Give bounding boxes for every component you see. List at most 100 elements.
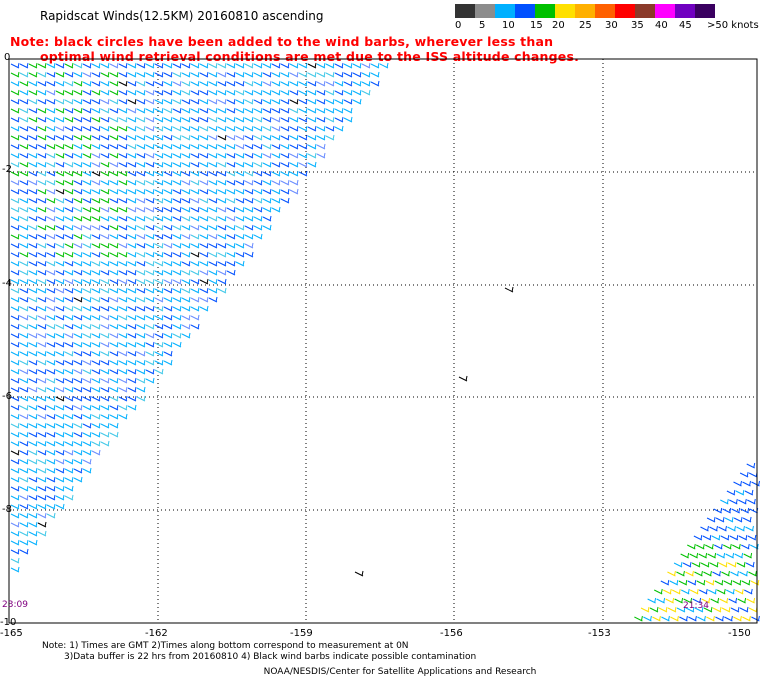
wind-barb (190, 269, 200, 276)
wind-barb (109, 350, 119, 357)
wind-barb (28, 422, 38, 429)
wind-barb (643, 615, 652, 622)
wind-barb (91, 179, 101, 186)
wind-barb (91, 152, 101, 159)
wind-barb (19, 71, 29, 78)
wind-barb (73, 314, 83, 321)
wind-barb (136, 71, 146, 78)
wind-barb (55, 269, 65, 276)
wind-barb (145, 341, 155, 348)
wind-barb (91, 206, 101, 213)
wind-barb (55, 359, 65, 366)
wind-barb (118, 395, 128, 402)
wind-barb (118, 260, 128, 267)
wind-barb (253, 71, 263, 78)
wind-barb (91, 188, 101, 195)
wind-barb (37, 215, 47, 222)
wind-barb (55, 287, 65, 294)
wind-barb (145, 350, 155, 357)
wind-barb (82, 368, 92, 375)
wind-barb (64, 170, 74, 177)
wind-barb (325, 89, 335, 96)
wind-barb (163, 179, 173, 186)
wind-barb (64, 440, 74, 447)
wind-barb (718, 561, 728, 568)
wind-barb (694, 570, 703, 577)
wind-barb (217, 251, 227, 258)
wind-barb (100, 278, 110, 285)
wind-barb (10, 449, 20, 456)
wind-barb (226, 98, 236, 105)
wind-barb (199, 197, 209, 204)
wind-barb (163, 197, 173, 204)
wind-barb (145, 179, 155, 186)
wind-barb (10, 548, 20, 555)
lat-label: -6 (2, 391, 12, 402)
wind-barb (271, 161, 281, 168)
wind-barb (280, 107, 290, 114)
wind-barb (289, 71, 299, 78)
wind-barb (127, 296, 137, 303)
wind-barb (46, 134, 56, 141)
wind-barb (64, 395, 74, 402)
wind-barb (136, 179, 146, 186)
wind-barb (19, 548, 29, 555)
wind-barb (172, 80, 182, 87)
wind-barb (46, 98, 56, 105)
wind-barb (64, 134, 74, 141)
wind-barb (91, 215, 101, 222)
wind-barb (735, 588, 744, 595)
wind-barb (100, 404, 110, 411)
wind-barb (91, 305, 101, 312)
wind-barb (235, 224, 245, 231)
wind-barb (343, 80, 353, 87)
legend-swatches (455, 4, 715, 18)
wind-barb (28, 260, 38, 267)
wind-barb (145, 125, 155, 132)
wind-barb (731, 507, 741, 514)
wind-barb (726, 489, 736, 496)
wind-barb (181, 269, 191, 276)
wind-barb (118, 161, 128, 168)
wind-barb (46, 341, 56, 348)
wind-barb (73, 62, 83, 69)
wind-barb (118, 71, 128, 78)
wind-barb (46, 62, 56, 69)
wind-barb (316, 116, 326, 123)
wind-barb (19, 422, 29, 429)
wind-barb (271, 71, 281, 78)
wind-barb (663, 588, 672, 595)
wind-barb (154, 116, 164, 123)
wind-barb (10, 521, 20, 528)
wind-barb (109, 179, 119, 186)
wind-barb (748, 471, 758, 478)
wind-barb (91, 278, 101, 285)
wind-barb (271, 143, 281, 150)
wind-barb (163, 323, 173, 330)
wind-barb (10, 143, 20, 150)
wind-barb (28, 440, 38, 447)
wind-barb (73, 161, 83, 168)
wind-barb (217, 269, 227, 276)
wind-barb (82, 260, 92, 267)
wind-barb (136, 332, 146, 339)
wind-barb (19, 485, 29, 492)
wind-barb (19, 440, 29, 447)
wind-barb (127, 206, 137, 213)
wind-barb (46, 215, 56, 222)
wind-barb (226, 269, 236, 276)
wind-barb (145, 305, 155, 312)
wind-barb (82, 341, 92, 348)
wind-barb (208, 224, 218, 231)
wind-barb (10, 314, 20, 321)
wind-barb (172, 161, 182, 168)
wind-barb (749, 507, 759, 514)
wind-barb (307, 89, 317, 96)
wind-barb (262, 152, 272, 159)
wind-barb (199, 296, 209, 303)
wind-barb (46, 233, 56, 240)
wind-barb (687, 543, 696, 550)
wind-barb (136, 80, 146, 87)
wind-barb (127, 341, 137, 348)
wind-barb (235, 206, 245, 213)
